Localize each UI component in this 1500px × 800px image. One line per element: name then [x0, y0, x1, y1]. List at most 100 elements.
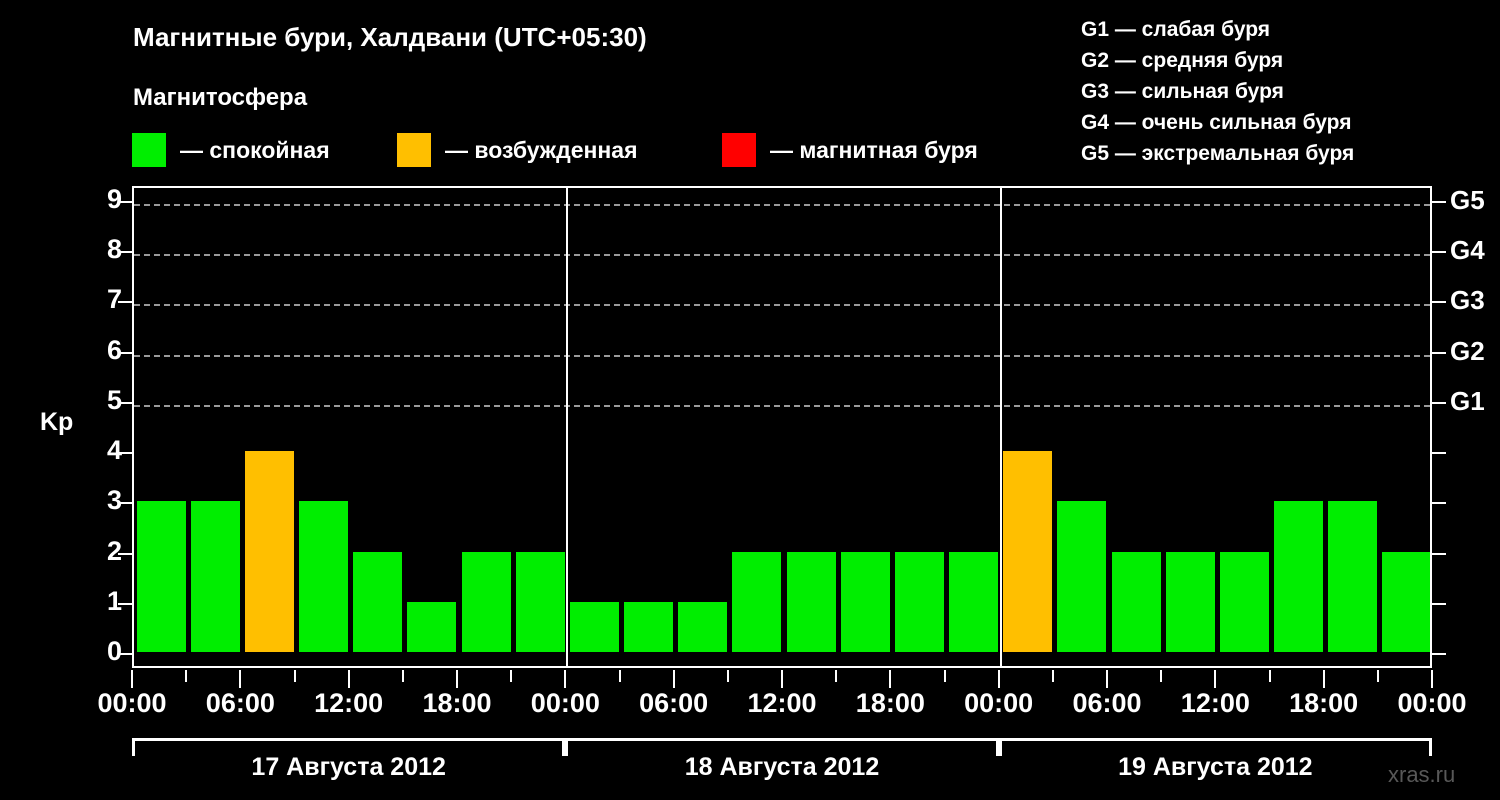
g-scale-label-G3: G3 [1450, 285, 1485, 316]
y-tick-2 [118, 552, 132, 555]
legend-item-storm: — магнитная буря [722, 133, 978, 167]
bar [353, 551, 403, 652]
right-minor-tick-0 [1432, 653, 1446, 655]
legend-label-storm: — магнитная буря [770, 136, 978, 163]
day-divider [566, 188, 569, 666]
legend-label-unsettled: — возбужденная [445, 136, 638, 163]
bar [1328, 501, 1378, 652]
y-tick-5 [118, 401, 132, 404]
bar [244, 451, 294, 652]
x-tick-label-4: 00:00 [530, 688, 600, 718]
legend-item-unsettled: — возбужденная [397, 133, 638, 167]
bar [624, 601, 674, 652]
x-tick-label-8: 00:00 [964, 688, 1034, 718]
x-tick-18 [1106, 670, 1108, 688]
x-tick-0 [131, 670, 133, 688]
bar [732, 551, 782, 652]
date-label-1: 18 Августа 2012 [684, 753, 880, 781]
x-tick-9 [618, 670, 621, 682]
bar [515, 551, 565, 652]
x-tick-2 [239, 670, 242, 688]
x-tick-22 [1322, 670, 1325, 688]
plot-area [132, 186, 1432, 668]
bar [949, 551, 999, 652]
x-tick-11 [726, 670, 729, 682]
x-tick-12 [781, 670, 783, 688]
bar [136, 501, 186, 652]
x-tick-4 [347, 670, 350, 688]
y-tick-8 [118, 251, 132, 254]
x-tick-14 [889, 670, 892, 688]
y-axis-title: Kp [40, 408, 74, 436]
y-tick-1 [118, 602, 132, 605]
bar [786, 551, 836, 652]
gscale-row-g1: G1 — слабая буря [1081, 18, 1271, 41]
y-tick-label-1: 1 [106, 585, 122, 616]
right-minor-tick-1 [1432, 602, 1446, 605]
g-scale-label-G2: G2 [1450, 335, 1485, 366]
y-tick-7 [118, 301, 132, 304]
bar [407, 601, 457, 652]
y-tick-label-8: 8 [106, 234, 122, 265]
x-tick-20 [1214, 670, 1217, 688]
legend-swatch-storm [722, 133, 756, 167]
x-tick-15 [943, 670, 946, 682]
legend-item-quiet: — спокойная [132, 133, 330, 167]
x-tick-21 [1268, 670, 1271, 682]
bar [1003, 451, 1053, 652]
gridline-kp-5 [134, 404, 1430, 407]
bar [678, 601, 728, 652]
x-tick-label-1: 06:00 [205, 688, 275, 718]
y-tick-label-6: 6 [106, 334, 122, 365]
legend-label-quiet: — спокойная [180, 136, 330, 163]
bar [894, 551, 944, 652]
g-scale-label-G1: G1 [1450, 385, 1485, 416]
legend-swatch-unsettled [397, 133, 431, 167]
date-bracket-1 [565, 738, 999, 756]
x-tick-10 [672, 670, 675, 688]
y-tick-label-7: 7 [106, 284, 122, 315]
bar [1111, 551, 1161, 652]
bar [1274, 501, 1324, 652]
x-tick-label-3: 18:00 [422, 688, 492, 718]
bar [190, 501, 240, 652]
right-minor-tick-3 [1432, 502, 1446, 505]
page-title: Магнитные бури, Халдвани (UTC+05:30) [133, 22, 647, 52]
x-tick-13 [835, 670, 838, 682]
gscale-row-g4: G4 — очень сильная буря [1081, 111, 1352, 134]
x-tick-23 [1376, 670, 1379, 682]
legend-swatch-quiet [132, 133, 166, 167]
date-label-0: 17 Августа 2012 [251, 753, 446, 781]
bar [1382, 551, 1430, 652]
gridline-kp-8 [134, 254, 1430, 257]
g-scale-label-G4: G4 [1450, 235, 1485, 266]
x-tick-label-9: 06:00 [1072, 688, 1142, 718]
bar [1057, 501, 1107, 652]
y-tick-3 [118, 502, 132, 505]
x-tick-6 [456, 670, 458, 688]
y-tick-0 [118, 653, 132, 655]
bar [1219, 551, 1269, 652]
watermark: xras.ru [1388, 762, 1456, 787]
x-tick-5 [401, 670, 404, 682]
g-tick-G2 [1432, 351, 1446, 354]
y-tick-label-2: 2 [106, 535, 122, 566]
y-tick-label-5: 5 [106, 384, 122, 415]
x-tick-8 [564, 670, 567, 688]
gridline-kp-7 [134, 304, 1430, 307]
gscale-row-g3: G3 — сильная буря [1081, 80, 1284, 103]
x-tick-7 [510, 670, 513, 682]
gridline-kp-9 [134, 204, 1430, 206]
x-tick-label-11: 18:00 [1289, 688, 1359, 718]
x-tick-1 [185, 670, 188, 682]
x-tick-17 [1051, 670, 1054, 682]
g-tick-G4 [1432, 251, 1446, 254]
g-tick-G1 [1432, 401, 1446, 404]
y-tick-label-9: 9 [106, 184, 122, 214]
y-tick-9 [118, 201, 132, 203]
g-scale-label-G5: G5 [1450, 185, 1485, 215]
date-bracket-2 [998, 738, 1432, 756]
x-tick-label-10: 12:00 [1180, 688, 1250, 718]
magnetosphere-label: Магнитосфера [133, 84, 308, 111]
